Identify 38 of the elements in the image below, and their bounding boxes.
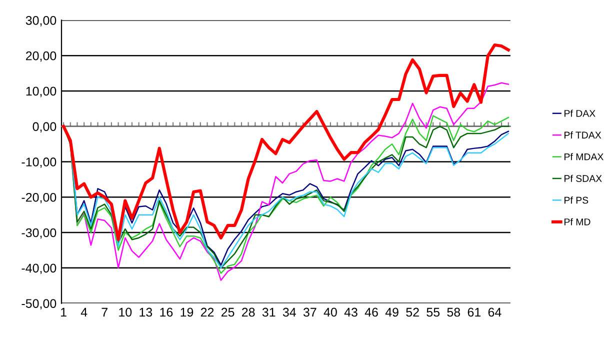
x-tick-label: 43 [344, 308, 358, 317]
legend-label: Pf PS [564, 196, 588, 204]
x-tick-label: 25 [221, 308, 234, 317]
y-tick-label: 20,00 [26, 51, 56, 62]
x-tick-label: 13 [140, 308, 152, 317]
x-tick-label: 52 [406, 308, 419, 317]
legend-label: Pf SDAX [564, 174, 602, 182]
x-tick-label: 40 [324, 308, 337, 317]
x-tick-label: 7 [102, 308, 108, 317]
x-tick-label: 19 [180, 308, 194, 317]
y-tick-label: -10,00 [22, 158, 56, 168]
x-tick-label: 1 [61, 308, 66, 317]
legend-label: Pf TDAX [564, 131, 602, 138]
x-tick-label: 55 [426, 308, 440, 317]
x-tick-label: 64 [488, 308, 502, 317]
x-tick-label: 22 [200, 308, 214, 317]
x-tick-label: 28 [242, 308, 255, 317]
y-tick-label: -20,00 [22, 192, 56, 204]
y-tick-label: -50,00 [22, 299, 56, 310]
legend-label: Pf DAX [564, 110, 596, 117]
line-series [62, 43, 510, 242]
legend-label: Pf MDAX [564, 153, 604, 160]
y-tick-label: -40,00 [22, 264, 56, 274]
x-tick-label: 49 [385, 308, 398, 317]
y-tick-label: 10,00 [26, 86, 56, 98]
legend-label: Pf MD [564, 218, 590, 226]
y-tick-label: 30,00 [26, 16, 56, 26]
x-tick-label: 16 [160, 308, 173, 317]
x-tick-label: 58 [447, 308, 460, 317]
x-tick-label: 4 [80, 308, 88, 317]
x-tick-label: 37 [303, 308, 316, 317]
x-tick-label: 46 [364, 308, 378, 317]
x-tick-label: 61 [468, 308, 481, 317]
x-tick-label: 34 [282, 308, 296, 317]
x-tick-label: 10 [119, 308, 132, 317]
x-tick-label: 31 [262, 308, 276, 317]
y-tick-label: 0,00 [32, 122, 56, 133]
y-tick-label: -30,00 [22, 228, 56, 239]
